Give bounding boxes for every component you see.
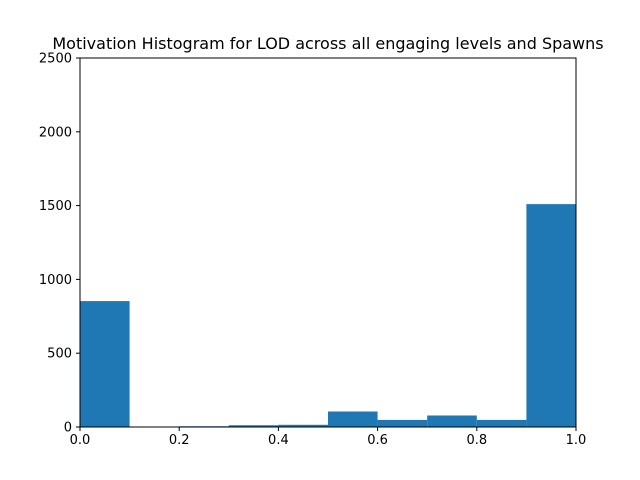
y-tick-label: 0 xyxy=(64,421,72,436)
y-tick-label: 2000 xyxy=(39,125,72,140)
chart-title: Motivation Histogram for LOD across all … xyxy=(52,34,603,53)
y-tick-label: 500 xyxy=(47,347,72,362)
histogram-bar xyxy=(526,204,576,427)
histogram-bar xyxy=(427,415,477,427)
x-tick-label: 0.2 xyxy=(169,433,190,448)
histogram-bar xyxy=(80,301,130,427)
histogram-bar xyxy=(378,420,428,427)
histogram-bar xyxy=(328,412,378,427)
x-tick-label: 1.0 xyxy=(566,433,587,448)
y-tick-label: 2500 xyxy=(39,52,72,67)
histogram-bar xyxy=(477,420,527,427)
y-tick-label: 1000 xyxy=(39,273,72,288)
y-tick-label: 1500 xyxy=(39,199,72,214)
x-tick-label: 0.8 xyxy=(466,433,487,448)
x-tick-label: 0.6 xyxy=(367,433,388,448)
x-tick-label: 0.0 xyxy=(70,433,91,448)
x-tick-label: 0.4 xyxy=(268,433,289,448)
